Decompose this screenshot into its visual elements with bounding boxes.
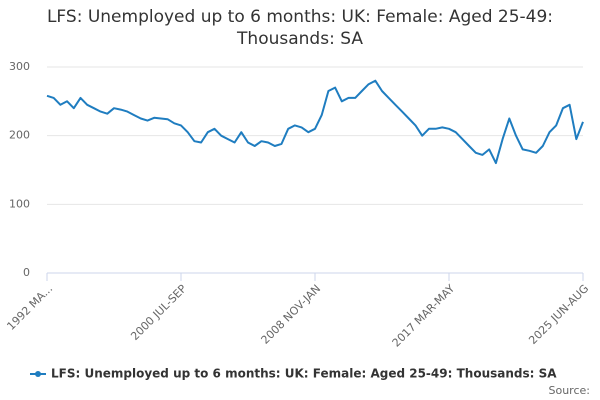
x-tick-label: 2017 MAR-MAY	[390, 282, 458, 350]
x-tick-label: 2008 NOV-JAN	[259, 282, 324, 347]
x-tick-label: 2000 JUL-SEP	[128, 282, 189, 343]
series-line	[46, 79, 584, 165]
y-tick-label: 300	[9, 60, 30, 73]
legend-marker	[35, 371, 41, 377]
source: Source:	[549, 384, 591, 397]
x-tick-label: 2025 JUN-AUG	[526, 282, 591, 347]
chart-title: LFS: Unemployed up to 6 months: UK: Fema…	[46, 7, 554, 49]
y-tick-label: 200	[9, 129, 30, 142]
x-tick-label: 1992 MA...	[4, 282, 55, 333]
legend-label: LFS: Unemployed up to 6 months: UK: Fema…	[51, 367, 557, 381]
y-tick-label: 100	[9, 197, 30, 210]
y-tick-label: 0	[23, 266, 30, 279]
